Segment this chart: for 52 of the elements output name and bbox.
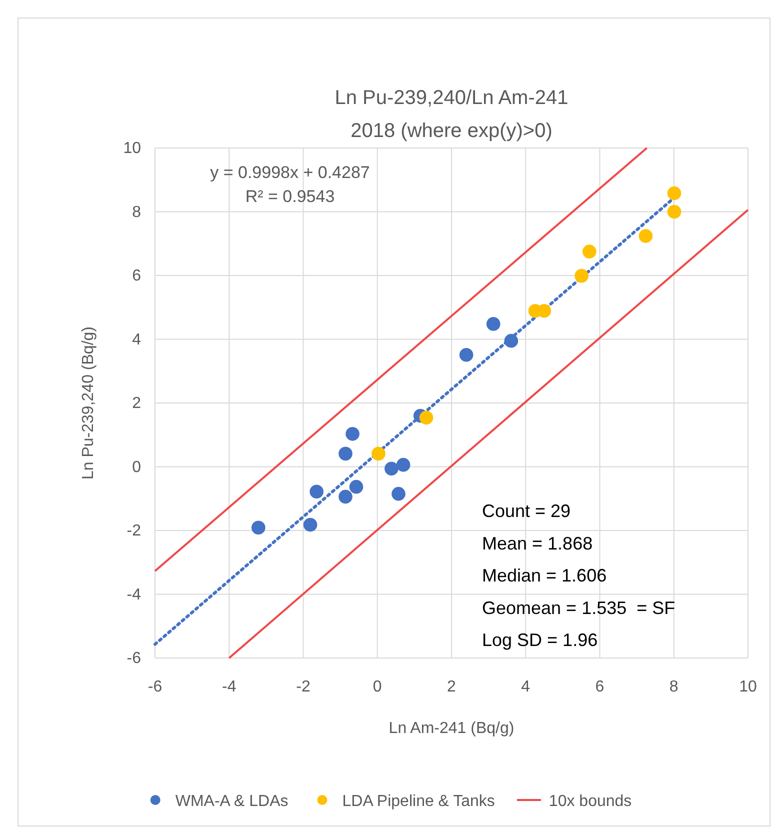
legend-label: WMA-A & LDAs — [175, 793, 288, 810]
x-tick-label: 0 — [372, 678, 382, 696]
point — [338, 446, 352, 461]
point — [338, 490, 352, 504]
chart-subtitle: 2018 (where exp(y)>0) — [350, 120, 552, 142]
annotation: Log SD = 1.96 — [482, 630, 598, 650]
annotation: y = 0.9998x + 0.4287 — [210, 163, 370, 182]
legend-label: 10x bounds — [548, 793, 632, 810]
x-tick-label: 8 — [669, 678, 678, 696]
point — [251, 520, 266, 535]
legend-label: LDA Pipeline & Tanks — [342, 793, 495, 810]
x-axis-title: Ln Am-241 (Bq/g) — [388, 720, 514, 737]
point — [667, 204, 682, 219]
point — [574, 268, 588, 283]
y-tick-label: 8 — [132, 204, 142, 221]
point — [303, 518, 318, 532]
y-tick-label: -2 — [126, 522, 142, 540]
y-axis-title: Ln Pu-239,240 (Bq/g) — [80, 326, 97, 480]
annotation: R² = 0.9543 — [245, 187, 335, 206]
x-tick-label: 6 — [595, 678, 604, 696]
y-tick-label: -4 — [126, 586, 142, 604]
x-tick-label: -2 — [296, 678, 310, 696]
point — [667, 186, 682, 200]
point — [486, 317, 500, 331]
annotation: Count = 29 — [482, 501, 571, 521]
y-tick-label: 6 — [132, 268, 142, 285]
point — [504, 334, 518, 348]
point — [459, 348, 474, 362]
point — [396, 458, 410, 472]
annotation: Median = 1.606 — [482, 566, 607, 586]
point — [346, 427, 360, 441]
point — [582, 244, 596, 258]
point — [638, 229, 653, 243]
annotation: Geomean = 1.535 = SF — [482, 598, 676, 618]
annotation: Mean = 1.868 — [482, 533, 593, 554]
point — [419, 410, 434, 425]
chart-title: Ln Pu-239,240/Ln Am-241 — [334, 87, 568, 109]
x-tick-label: 4 — [521, 678, 530, 696]
y-tick-label: 2 — [132, 395, 142, 412]
point — [392, 486, 406, 501]
x-tick-label: -4 — [222, 678, 236, 696]
x-tick-label: 10 — [739, 678, 757, 696]
point — [384, 462, 398, 476]
point — [372, 446, 386, 461]
y-tick-label: 0 — [132, 458, 142, 476]
y-tick-label: -6 — [126, 650, 142, 668]
x-tick-label: -6 — [148, 678, 162, 696]
x-tick-label: 2 — [447, 678, 456, 696]
point — [349, 480, 364, 494]
y-tick-label: 10 — [123, 140, 142, 158]
y-tick-label: 4 — [132, 331, 142, 348]
point — [310, 484, 324, 499]
